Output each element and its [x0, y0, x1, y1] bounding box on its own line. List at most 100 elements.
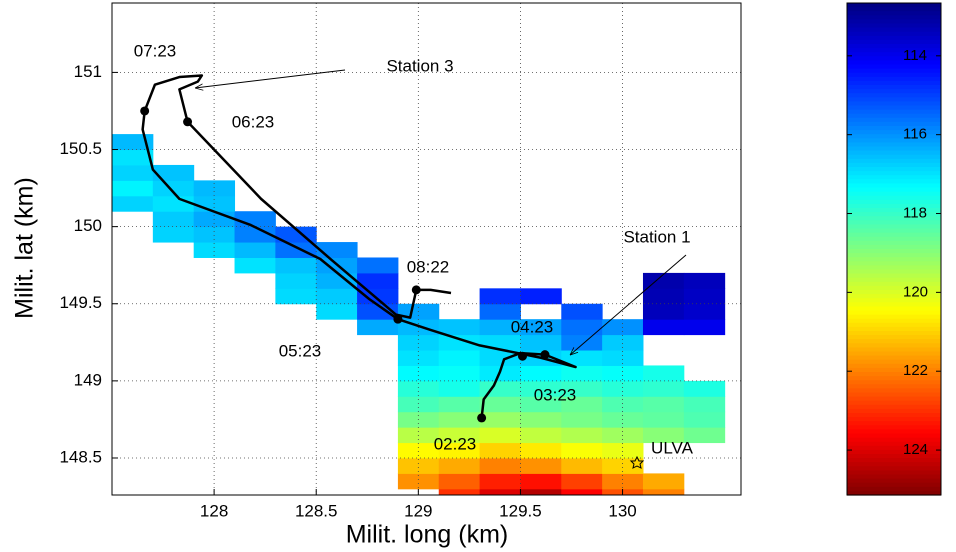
- heat-cell: [602, 350, 644, 366]
- annotation: ULVA: [651, 438, 694, 457]
- colorbar-box: [846, 2, 942, 496]
- heat-cell: [152, 195, 195, 212]
- heat-cell: [152, 211, 195, 228]
- heat-cell: [642, 473, 685, 490]
- grid: 128 128.5 129 129.5 130 148.5 149 149.5 150 150.5…: [59, 3, 741, 520]
- colorbar-strip: [847, 281, 941, 287]
- y-tick-label: 148.5: [59, 447, 102, 466]
- heat-cell: [561, 473, 603, 490]
- colorbar-strip: [847, 154, 941, 160]
- heat-cell: [520, 411, 562, 428]
- heat-cell: [561, 488, 603, 495]
- heatmap: [112, 134, 726, 495]
- heat-cell: [561, 303, 603, 320]
- colorbar-strip: [847, 76, 941, 82]
- heat-cell: [438, 319, 481, 336]
- colorbar-strip: [847, 388, 941, 394]
- heat-cell: [438, 442, 481, 459]
- annotation: Station 3: [386, 56, 453, 75]
- heat-cell: [193, 226, 236, 243]
- colorbar-strip: [847, 331, 941, 336]
- colorbar-strip: [847, 244, 941, 250]
- colorbar-strip: [847, 183, 941, 189]
- heat-cell: [316, 288, 358, 305]
- colorbar-strip: [847, 72, 941, 78]
- colorbar-strip: [847, 314, 941, 320]
- colorbar-strip: [847, 290, 941, 295]
- heat-cell: [397, 365, 440, 382]
- heat-cell: [397, 457, 440, 474]
- colorbar-tick-label: 118: [903, 204, 927, 221]
- heat-cell: [275, 272, 317, 289]
- colorbar-strip: [847, 355, 941, 361]
- heat-cell: [479, 319, 521, 336]
- heat-cell: [438, 473, 481, 490]
- colorbar-strip: [847, 97, 941, 102]
- heat-cell: [602, 473, 644, 490]
- colorbar-strip: [847, 212, 941, 217]
- heat-cell: [438, 334, 481, 351]
- colorbar-tick-label: 122: [903, 362, 928, 379]
- trajectory-point: [140, 106, 150, 116]
- heat-cell: [357, 257, 399, 274]
- heat-cell: [438, 427, 481, 444]
- colorbar-strip: [847, 433, 941, 439]
- x-tick-label: 128.5: [295, 501, 338, 520]
- colorbar-strip: [847, 372, 941, 377]
- colorbar-strip: [847, 285, 941, 291]
- heat-cell: [642, 427, 685, 444]
- heat-cell: [112, 195, 154, 212]
- annotation: 04:23: [511, 317, 554, 336]
- colorbar-strip: [847, 236, 941, 242]
- heat-cell: [438, 457, 481, 474]
- colorbar-strip: [847, 187, 941, 193]
- trajectory-point: [393, 314, 403, 324]
- heat-cell: [479, 427, 521, 444]
- colorbar-strip: [847, 417, 941, 422]
- heat-cell: [561, 365, 603, 382]
- heat-cell: [561, 427, 603, 444]
- x-tick-label: 130: [608, 501, 636, 520]
- colorbar-strip: [847, 367, 941, 373]
- heat-cell: [479, 488, 521, 495]
- heat-cell: [275, 242, 317, 258]
- colorbar-strip: [847, 257, 941, 262]
- annotation: 08:22: [407, 257, 450, 276]
- colorbar-strip: [847, 93, 941, 98]
- colorbar-strip: [847, 220, 941, 225]
- colorbar-strip: [847, 109, 941, 115]
- annotation: 06:23: [232, 112, 275, 131]
- trajectory-point: [183, 117, 193, 127]
- colorbar-strip: [847, 195, 941, 201]
- colorbar-strip: [847, 392, 941, 398]
- annotation: 07:23: [134, 41, 177, 60]
- colorbar-strip: [847, 396, 941, 402]
- heat-cell: [561, 411, 603, 428]
- colorbar-strip: [847, 216, 941, 221]
- colorbar-strip: [847, 150, 941, 156]
- colorbar-strip: [847, 44, 941, 49]
- annotation: 05:23: [279, 341, 322, 360]
- colorbar-strip: [847, 269, 941, 275]
- heat-cell: [438, 396, 481, 413]
- colorbar-strip: [847, 265, 941, 271]
- colorbar-strip: [847, 15, 941, 20]
- x-tick-label: 129: [404, 501, 432, 520]
- heat-cell: [397, 350, 440, 366]
- heat-cell: [112, 180, 154, 197]
- heat-cell: [642, 272, 685, 289]
- colorbar-strip: [847, 470, 941, 476]
- arrow: [195, 69, 346, 88]
- heat-cell: [602, 334, 644, 351]
- heat-cell: [234, 242, 276, 258]
- colorbar-strip: [847, 384, 941, 389]
- colorbar-strip: [847, 310, 941, 316]
- colorbar-strip: [847, 404, 941, 410]
- colorbar-strip: [847, 421, 941, 426]
- heat-cell: [561, 380, 603, 397]
- x-tick-label: 129.5: [499, 501, 542, 520]
- heat-cell: [561, 334, 603, 351]
- heat-cell: [234, 211, 276, 228]
- colorbar-strip: [847, 85, 941, 90]
